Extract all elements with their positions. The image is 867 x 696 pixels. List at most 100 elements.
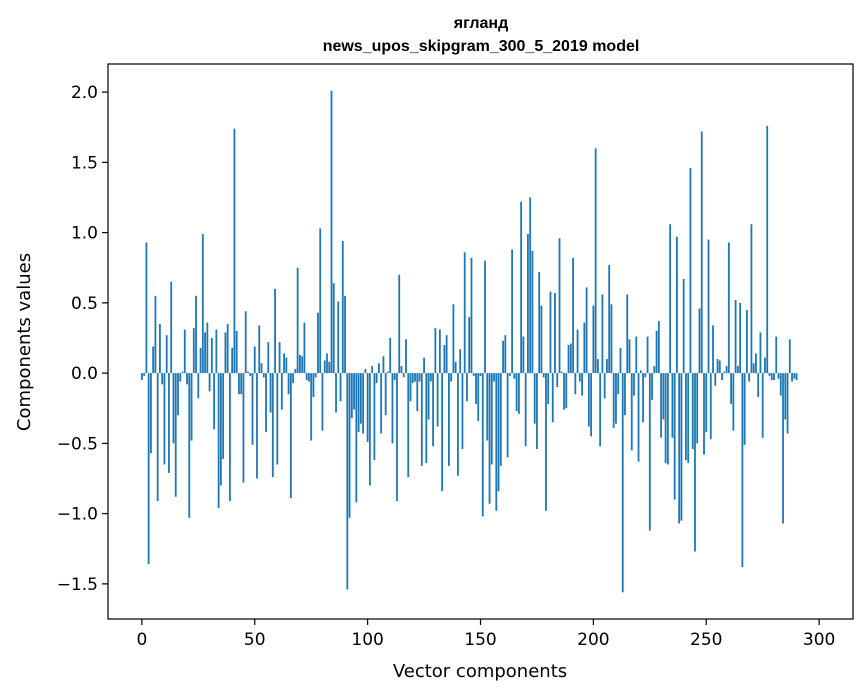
bar-component-75 bbox=[310, 373, 313, 441]
bar-component-16 bbox=[177, 373, 179, 416]
bar-component-89 bbox=[341, 241, 344, 374]
bar-component-269 bbox=[748, 373, 751, 382]
bar-component-65 bbox=[287, 373, 290, 395]
bar-component-290 bbox=[795, 373, 798, 381]
bar-component-100 bbox=[366, 373, 369, 442]
bar-component-43 bbox=[238, 373, 240, 395]
y-tick-label: 1.5 bbox=[71, 153, 98, 173]
bar-component-90 bbox=[344, 295, 346, 374]
bar-component-8 bbox=[159, 323, 161, 374]
bar-component-106 bbox=[380, 373, 383, 434]
y-tick-label: 0.5 bbox=[71, 294, 98, 314]
bar-component-276 bbox=[764, 357, 766, 374]
bar-component-226 bbox=[651, 373, 653, 400]
bar-component-244 bbox=[691, 373, 694, 449]
y-tick-label: 1.0 bbox=[71, 224, 98, 244]
x-tick-label: 200 bbox=[577, 630, 609, 650]
bar-component-251 bbox=[707, 239, 710, 374]
bar-component-238 bbox=[678, 373, 681, 524]
bar-component-59 bbox=[274, 288, 276, 374]
bar-component-112 bbox=[393, 373, 396, 381]
bar-component-272 bbox=[755, 353, 757, 374]
bar-component-99 bbox=[364, 368, 367, 374]
bar-component-88 bbox=[339, 373, 342, 402]
bar-component-192 bbox=[574, 373, 577, 395]
bar-component-18 bbox=[181, 371, 184, 374]
bar-component-202 bbox=[596, 359, 599, 374]
bar-component-97 bbox=[359, 373, 362, 424]
bar-component-92 bbox=[348, 373, 351, 518]
bar-component-186 bbox=[560, 371, 563, 374]
bar-component-267 bbox=[743, 373, 746, 445]
bar-component-135 bbox=[445, 335, 448, 374]
bar-component-170 bbox=[524, 373, 527, 447]
bar-component-184 bbox=[556, 373, 559, 388]
x-tick-label: 300 bbox=[803, 630, 835, 650]
bar-component-143 bbox=[463, 252, 466, 374]
bar-component-270 bbox=[750, 224, 753, 374]
bar-component-289 bbox=[793, 373, 796, 379]
bar-component-266 bbox=[741, 373, 744, 568]
bar-component-48 bbox=[249, 373, 252, 376]
bar-component-171 bbox=[527, 234, 529, 374]
axis-ticks: 0 50 100 150 200 250 300 −1.5 −1.0 −0.5 0.0 0.5 1.0 1… bbox=[57, 83, 836, 650]
bar-component-111 bbox=[391, 373, 394, 444]
bar-component-91 bbox=[346, 373, 349, 590]
bar-component-215 bbox=[626, 294, 629, 374]
bar-component-152 bbox=[484, 260, 486, 374]
bar-component-253 bbox=[712, 325, 714, 374]
bar-component-53 bbox=[260, 363, 263, 374]
bar-component-44 bbox=[240, 373, 243, 395]
bar-component-139 bbox=[454, 361, 457, 374]
bar-component-42 bbox=[235, 330, 238, 374]
bar-component-264 bbox=[736, 366, 739, 374]
bar-component-121 bbox=[414, 373, 416, 382]
bar-component-193 bbox=[576, 329, 579, 374]
bar-component-108 bbox=[384, 373, 387, 416]
bar-component-35 bbox=[219, 373, 222, 486]
bar-component-45 bbox=[242, 373, 245, 483]
bar-component-232 bbox=[664, 373, 667, 464]
plot-frame bbox=[107, 63, 854, 620]
bar-component-76 bbox=[312, 373, 315, 397]
bar-component-54 bbox=[262, 373, 265, 378]
bar-component-279 bbox=[770, 373, 773, 381]
bar-component-104 bbox=[375, 373, 378, 383]
bar-component-255 bbox=[716, 359, 719, 374]
bar-component-281 bbox=[775, 336, 778, 374]
bar-component-159 bbox=[499, 373, 502, 466]
bar-component-136 bbox=[447, 373, 450, 466]
bar-component-203 bbox=[599, 373, 602, 447]
bar-component-208 bbox=[610, 304, 613, 374]
bar-component-221 bbox=[639, 370, 642, 374]
bar-component-87 bbox=[337, 301, 340, 374]
bar-component-201 bbox=[594, 148, 597, 374]
bar-component-23 bbox=[192, 328, 195, 374]
bar-component-62 bbox=[280, 373, 283, 410]
bar-component-38 bbox=[226, 323, 229, 374]
bar-component-277 bbox=[766, 125, 769, 374]
bar-component-51 bbox=[256, 373, 258, 479]
bar-component-101 bbox=[368, 373, 371, 486]
bar-component-133 bbox=[441, 373, 444, 492]
bar-component-180 bbox=[547, 373, 550, 405]
bar-component-246 bbox=[696, 373, 699, 444]
bar-component-36 bbox=[222, 373, 225, 459]
bar-component-39 bbox=[229, 373, 231, 501]
bar-component-234 bbox=[669, 224, 672, 374]
bar-component-49 bbox=[251, 373, 254, 445]
bar-component-216 bbox=[628, 339, 631, 374]
chart-title-line-1: ягланд bbox=[453, 15, 508, 32]
bar-component-142 bbox=[461, 373, 464, 449]
bar-component-235 bbox=[671, 373, 674, 438]
bar-component-110 bbox=[389, 337, 392, 374]
bar-component-103 bbox=[373, 373, 376, 461]
bar-component-14 bbox=[172, 373, 175, 444]
bar-component-280 bbox=[773, 373, 775, 381]
bar-component-34 bbox=[217, 373, 220, 508]
bar-component-85 bbox=[332, 283, 335, 374]
bar-component-84 bbox=[330, 90, 333, 374]
bar-component-109 bbox=[387, 371, 389, 374]
bar-component-64 bbox=[285, 357, 288, 374]
bar-component-173 bbox=[531, 250, 534, 374]
